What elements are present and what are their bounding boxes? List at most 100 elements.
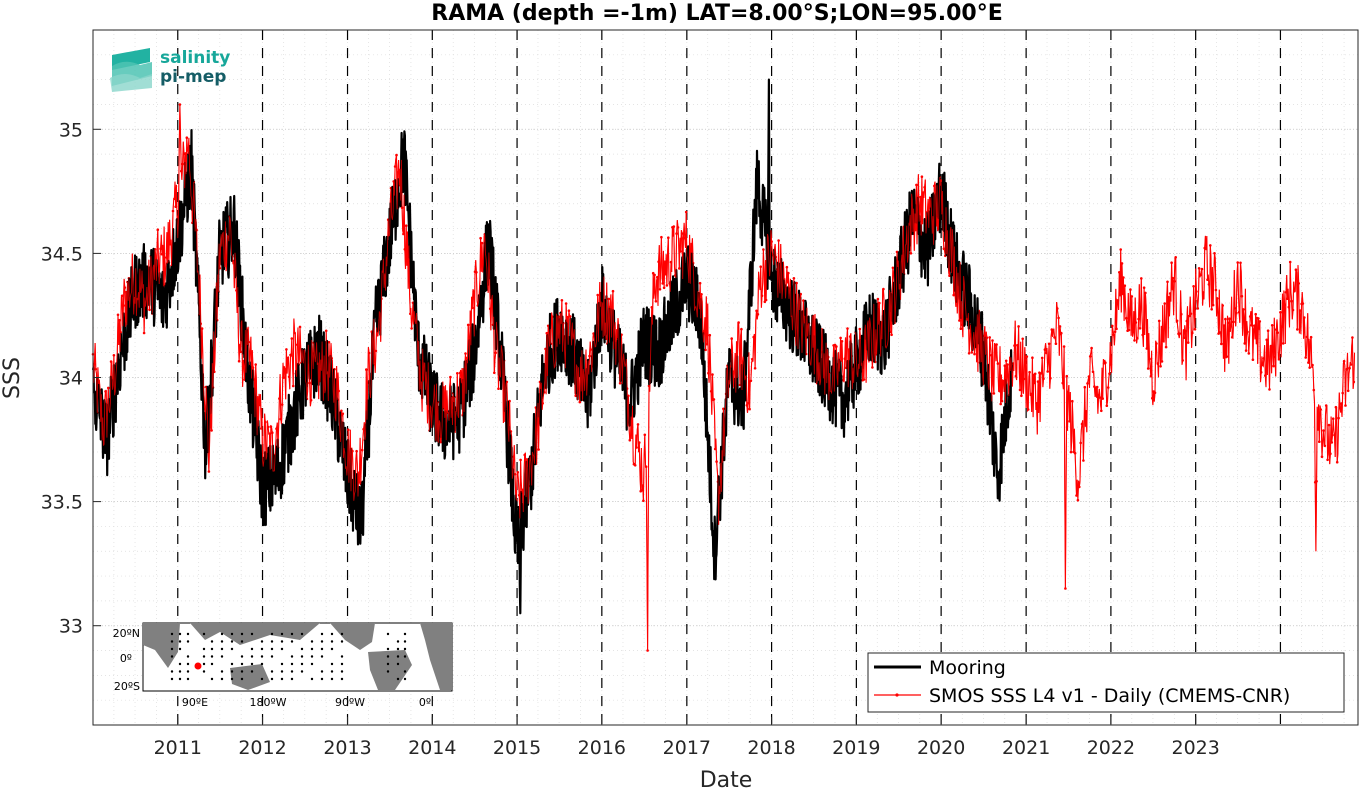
array-dot xyxy=(270,677,274,681)
x-tick-label: 2018 xyxy=(747,737,795,759)
x-axis-label: Date xyxy=(700,768,753,790)
array-dot xyxy=(210,647,214,651)
x-tick-label: 2017 xyxy=(663,737,711,759)
logo-text-line1: salinity xyxy=(160,48,230,68)
x-tick-label: 2020 xyxy=(917,737,965,759)
salinity-pi-mep-logo: salinity pi-mep xyxy=(110,48,230,92)
array-dot xyxy=(210,662,214,666)
array-dot xyxy=(403,632,407,636)
x-tick-label: 2022 xyxy=(1087,737,1135,759)
array-dot xyxy=(230,670,234,673)
legend: Mooring SMOS SSS L4 v1 - Daily (CMEMS-CN… xyxy=(867,652,1345,713)
array-dot xyxy=(403,677,407,681)
array-dot xyxy=(202,655,206,658)
array-dot xyxy=(386,662,390,666)
x-axis-ticks: 2011 2012 2013 2014 2015 2016 2017 2018 2019 2020… xyxy=(154,717,1220,759)
africa-landmass xyxy=(143,623,180,668)
array-dot xyxy=(340,670,344,673)
array-dot xyxy=(240,662,244,666)
x-tick-label: 2015 xyxy=(493,737,541,759)
array-dot xyxy=(250,632,254,636)
array-dot xyxy=(220,670,224,673)
array-dot xyxy=(220,677,224,681)
array-dot xyxy=(386,632,390,636)
array-dot xyxy=(220,632,224,636)
array-dot xyxy=(250,655,254,658)
x-tick-label: 2019 xyxy=(832,737,880,759)
station-marker xyxy=(194,662,202,670)
chart-title: RAMA (depth =-1m) LAT=8.00°S;LON=95.00°E xyxy=(431,1,1002,26)
array-dot xyxy=(300,632,304,636)
array-dot xyxy=(396,677,400,681)
array-dot xyxy=(170,655,174,658)
array-dot xyxy=(290,677,294,681)
y-axis-ticks: 33 33.5 34 34.5 35 xyxy=(41,119,101,638)
array-dot xyxy=(186,640,190,643)
array-dot xyxy=(260,662,264,666)
array-dot xyxy=(170,677,174,681)
array-dot xyxy=(240,640,244,643)
array-dot xyxy=(396,647,400,651)
inset-map: 20ºN 0º 20ºS 90ºE 180ºW 90ºW 0º xyxy=(113,622,453,709)
map-lon-label-4: 0º xyxy=(419,696,431,709)
array-dot xyxy=(403,655,407,658)
array-dot xyxy=(340,655,344,658)
array-dot xyxy=(290,670,294,673)
array-dot xyxy=(170,670,174,673)
array-dot xyxy=(310,662,314,666)
map-lat-label-s: 20ºS xyxy=(114,680,140,693)
array-dot xyxy=(330,632,334,636)
africa-east-landmass xyxy=(420,623,452,690)
array-dot xyxy=(270,640,274,643)
array-dot xyxy=(220,655,224,658)
array-dot xyxy=(240,677,244,681)
array-dot xyxy=(230,647,234,651)
array-dot xyxy=(178,670,182,673)
array-dot xyxy=(202,662,206,666)
array-dot xyxy=(300,670,304,673)
array-dot xyxy=(310,677,314,681)
mooring-series xyxy=(91,78,1014,615)
array-dot xyxy=(240,632,244,636)
array-dot xyxy=(320,640,324,643)
array-dot xyxy=(403,670,407,673)
map-lon-label-2: 180ºW xyxy=(249,696,286,709)
array-dot xyxy=(340,632,344,636)
array-dot xyxy=(230,640,234,643)
array-dot xyxy=(220,647,224,651)
map-lat-label-eq: 0º xyxy=(120,652,132,665)
y-tick-label: 33.5 xyxy=(41,492,83,514)
array-dot xyxy=(250,662,254,666)
array-dot xyxy=(186,662,190,666)
array-dot xyxy=(386,655,390,658)
x-tick-label: 2021 xyxy=(1002,737,1050,759)
array-dot xyxy=(186,632,190,636)
array-dot xyxy=(290,632,294,636)
x-tick-label: 2011 xyxy=(154,737,202,759)
array-dot xyxy=(270,632,274,636)
array-dot xyxy=(186,655,190,658)
south-america-landmass xyxy=(368,650,412,690)
x-tick-label: 2023 xyxy=(1171,737,1219,759)
y-tick-label: 33 xyxy=(59,616,83,638)
x-tick-label: 2013 xyxy=(323,737,371,759)
array-dot xyxy=(386,670,390,673)
y-tick-label: 34.5 xyxy=(41,243,83,265)
array-dot xyxy=(300,647,304,651)
x-tick-label: 2014 xyxy=(408,737,456,759)
array-dot xyxy=(240,655,244,658)
array-dot xyxy=(178,640,182,643)
array-dot xyxy=(240,670,244,673)
australia-landmass xyxy=(230,664,270,690)
array-dot xyxy=(330,670,334,673)
map-lat-label-n: 20ºN xyxy=(113,627,140,640)
array-dot xyxy=(320,677,324,681)
array-dot xyxy=(230,662,234,666)
array-dot xyxy=(320,655,324,658)
array-dot xyxy=(300,662,304,666)
map-lon-label-1: 90ºE xyxy=(182,696,208,709)
array-dot xyxy=(330,677,334,681)
array-dot xyxy=(270,670,274,673)
array-dot xyxy=(386,647,390,651)
